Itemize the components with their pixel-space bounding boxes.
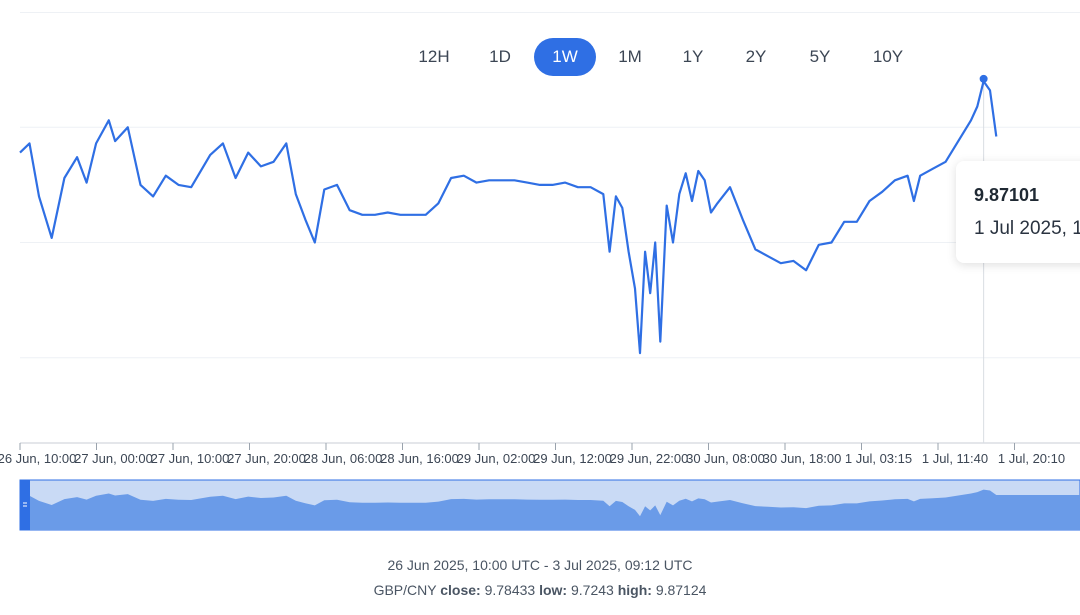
x-tick-label: 29 Jun, 12:00 <box>533 451 612 466</box>
navigator-area <box>20 489 1080 530</box>
x-tick-label: 1 Jul, 03:15 <box>845 451 912 466</box>
range-button-1y[interactable]: 1Y <box>682 47 704 66</box>
x-tick-label: 30 Jun, 18:00 <box>763 451 842 466</box>
low-value: 9.7243 <box>570 582 614 598</box>
range-button-10y[interactable]: 10Y <box>872 47 904 66</box>
range-button-12h[interactable]: 12H <box>418 47 450 66</box>
x-tick-label: 29 Jun, 22:00 <box>610 451 689 466</box>
x-tick-label: 27 Jun, 10:00 <box>151 451 230 466</box>
date-range-text: 26 Jun 2025, 10:00 UTC - 3 Jul 2025, 09:… <box>387 557 693 573</box>
x-tick-label: 1 Jul, 20:10 <box>998 451 1065 466</box>
range-button-5y[interactable]: 5Y <box>809 47 831 66</box>
close-label: close: <box>440 582 481 598</box>
x-tick-label: 27 Jun, 00:00 <box>74 451 153 466</box>
hover-point <box>979 74 988 83</box>
close-value: 9.78433 <box>484 582 536 598</box>
tooltip-value: 9.87101 <box>974 185 1040 205</box>
range-button-1d[interactable]: 1D <box>489 47 511 66</box>
high-value: 9.87124 <box>655 582 707 598</box>
x-tick-label: 27 Jun, 20:00 <box>227 451 306 466</box>
chart-tooltip: 9.87101 1 Jul 2025, 11:40 <box>956 161 1080 263</box>
time-range-selector: 12H 1D 1W 1M 1Y 2Y 5Y 10Y <box>0 38 1080 76</box>
top-divider <box>20 12 1080 13</box>
x-tick-label: 1 Jul, 11:40 <box>922 451 988 466</box>
range-button-1w[interactable]: 1W <box>534 38 596 76</box>
high-label: high: <box>617 582 652 598</box>
x-tick-label: 29 Jun, 02:00 <box>457 451 536 466</box>
x-tick-label: 30 Jun, 08:00 <box>686 451 765 466</box>
tooltip-date: 1 Jul 2025, 11:40 <box>974 218 1080 239</box>
pair-label: GBP/CNY <box>373 582 437 598</box>
x-tick-label: 26 Jun, 10:00 <box>0 451 76 466</box>
x-tick-label: 28 Jun, 16:00 <box>380 451 459 466</box>
x-tick-label: 28 Jun, 06:00 <box>304 451 383 466</box>
navigator-handle-left[interactable] <box>20 480 30 530</box>
range-button-1m[interactable]: 1M <box>618 47 642 66</box>
low-label: low: <box>539 582 568 598</box>
range-button-2y[interactable]: 2Y <box>745 47 767 66</box>
pair-stats: GBP/CNY close: 9.78433 low: 9.7243 high:… <box>0 582 1080 598</box>
series-line <box>19 80 998 355</box>
